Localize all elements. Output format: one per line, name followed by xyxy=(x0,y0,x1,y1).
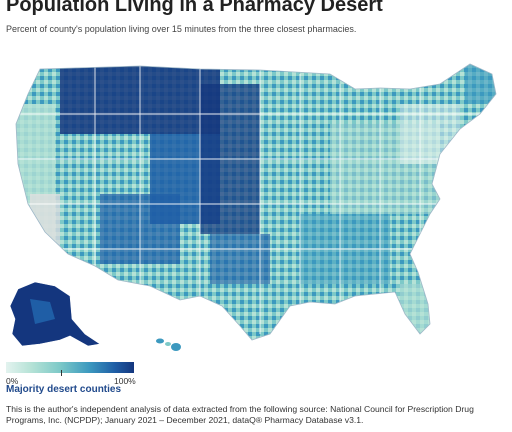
us-outline xyxy=(15,63,497,341)
source-note: This is the author's independent analysi… xyxy=(6,404,474,425)
map-legend: 0% 100% Majority desert counties xyxy=(6,362,138,412)
hawaii-inset xyxy=(156,338,181,351)
map-subtitle: Percent of county's population living ov… xyxy=(6,24,357,34)
alaska-inset xyxy=(9,281,101,347)
legend-max-label: 100% xyxy=(114,376,136,386)
legend-majority-marker xyxy=(61,370,62,376)
map-title: Population Living in a Pharmacy Desert xyxy=(6,0,383,16)
legend-caption: Majority desert counties xyxy=(6,384,122,395)
contiguous-us-region xyxy=(16,64,496,340)
legend-min-label: 0% xyxy=(6,376,19,386)
legend-color-scale xyxy=(6,362,134,373)
choropleth-map xyxy=(9,63,497,351)
